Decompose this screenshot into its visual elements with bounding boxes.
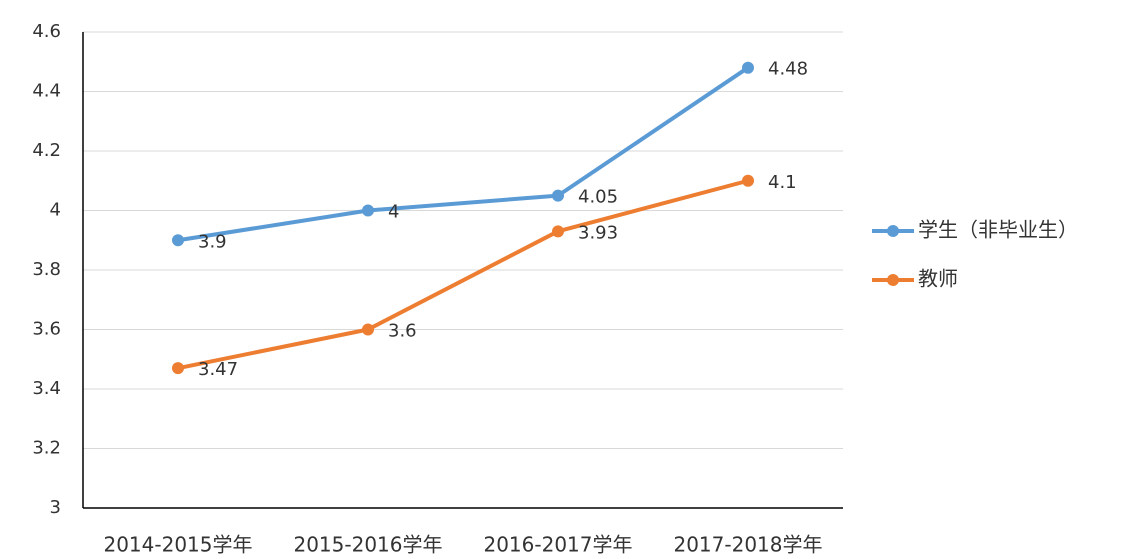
y-tick-label: 3.6 <box>32 319 61 340</box>
legend-label: 学生（非毕业生） <box>918 218 1078 242</box>
marker <box>742 174 754 187</box>
data-label: 3.6 <box>388 321 417 342</box>
legend-marker <box>887 225 899 237</box>
x-tick-label: 2017-2018学年 <box>673 533 822 557</box>
data-label: 3.47 <box>198 359 238 380</box>
y-tick-label: 3.4 <box>32 378 61 399</box>
legend-marker <box>887 274 899 286</box>
x-tick-label: 2016-2017学年 <box>483 533 632 557</box>
y-tick-label: 3 <box>50 497 61 518</box>
y-tick-label: 4.2 <box>32 140 61 161</box>
data-label: 4.48 <box>768 59 808 80</box>
marker <box>362 204 374 217</box>
y-tick-label: 4.6 <box>32 21 61 42</box>
marker <box>172 234 184 247</box>
data-label: 3.9 <box>198 231 227 252</box>
y-tick-label: 4.4 <box>32 81 61 102</box>
y-tick-label: 3.2 <box>32 438 61 459</box>
marker <box>742 61 754 74</box>
x-tick-label: 2014-2015学年 <box>103 533 252 557</box>
series-line <box>177 178 749 371</box>
data-label: 4.1 <box>768 172 797 193</box>
marker <box>552 225 564 238</box>
marker <box>172 362 184 375</box>
x-tick-label: 2015-2016学年 <box>293 533 442 557</box>
data-label: 4 <box>388 202 399 223</box>
data-label: 3.93 <box>578 222 618 243</box>
data-label: 4.05 <box>578 187 618 208</box>
y-tick-label: 4 <box>50 200 61 221</box>
y-tick-label: 3.8 <box>32 259 61 280</box>
marker <box>362 323 374 336</box>
marker <box>552 189 564 202</box>
legend-label: 教师 <box>918 267 958 291</box>
series-line <box>177 66 750 243</box>
